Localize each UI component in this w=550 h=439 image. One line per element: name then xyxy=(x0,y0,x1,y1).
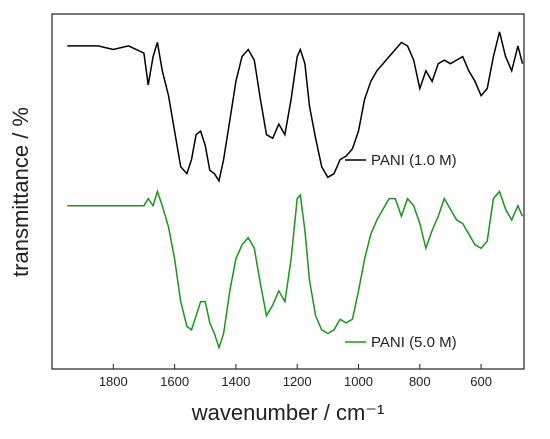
x-tick-label: 1000 xyxy=(344,374,373,389)
spectrum-line xyxy=(67,189,524,351)
y-axis-label: transmittance / % xyxy=(8,107,33,277)
legend-label: PANI (1.0 M) xyxy=(371,152,457,169)
plot-frame xyxy=(51,13,525,370)
legend-label: PANI (5.0 M) xyxy=(371,334,457,351)
x-tick-label: 1600 xyxy=(160,374,189,389)
x-tick-label: 1400 xyxy=(221,374,250,389)
x-tick-label: 800 xyxy=(409,374,431,389)
x-tick-label: 1200 xyxy=(283,374,312,389)
x-tick-label: 1800 xyxy=(99,374,128,389)
spectrum-line xyxy=(67,31,524,183)
x-tick-label: 600 xyxy=(470,374,492,389)
x-axis-label: wavenumber / cm⁻¹ xyxy=(191,400,385,425)
